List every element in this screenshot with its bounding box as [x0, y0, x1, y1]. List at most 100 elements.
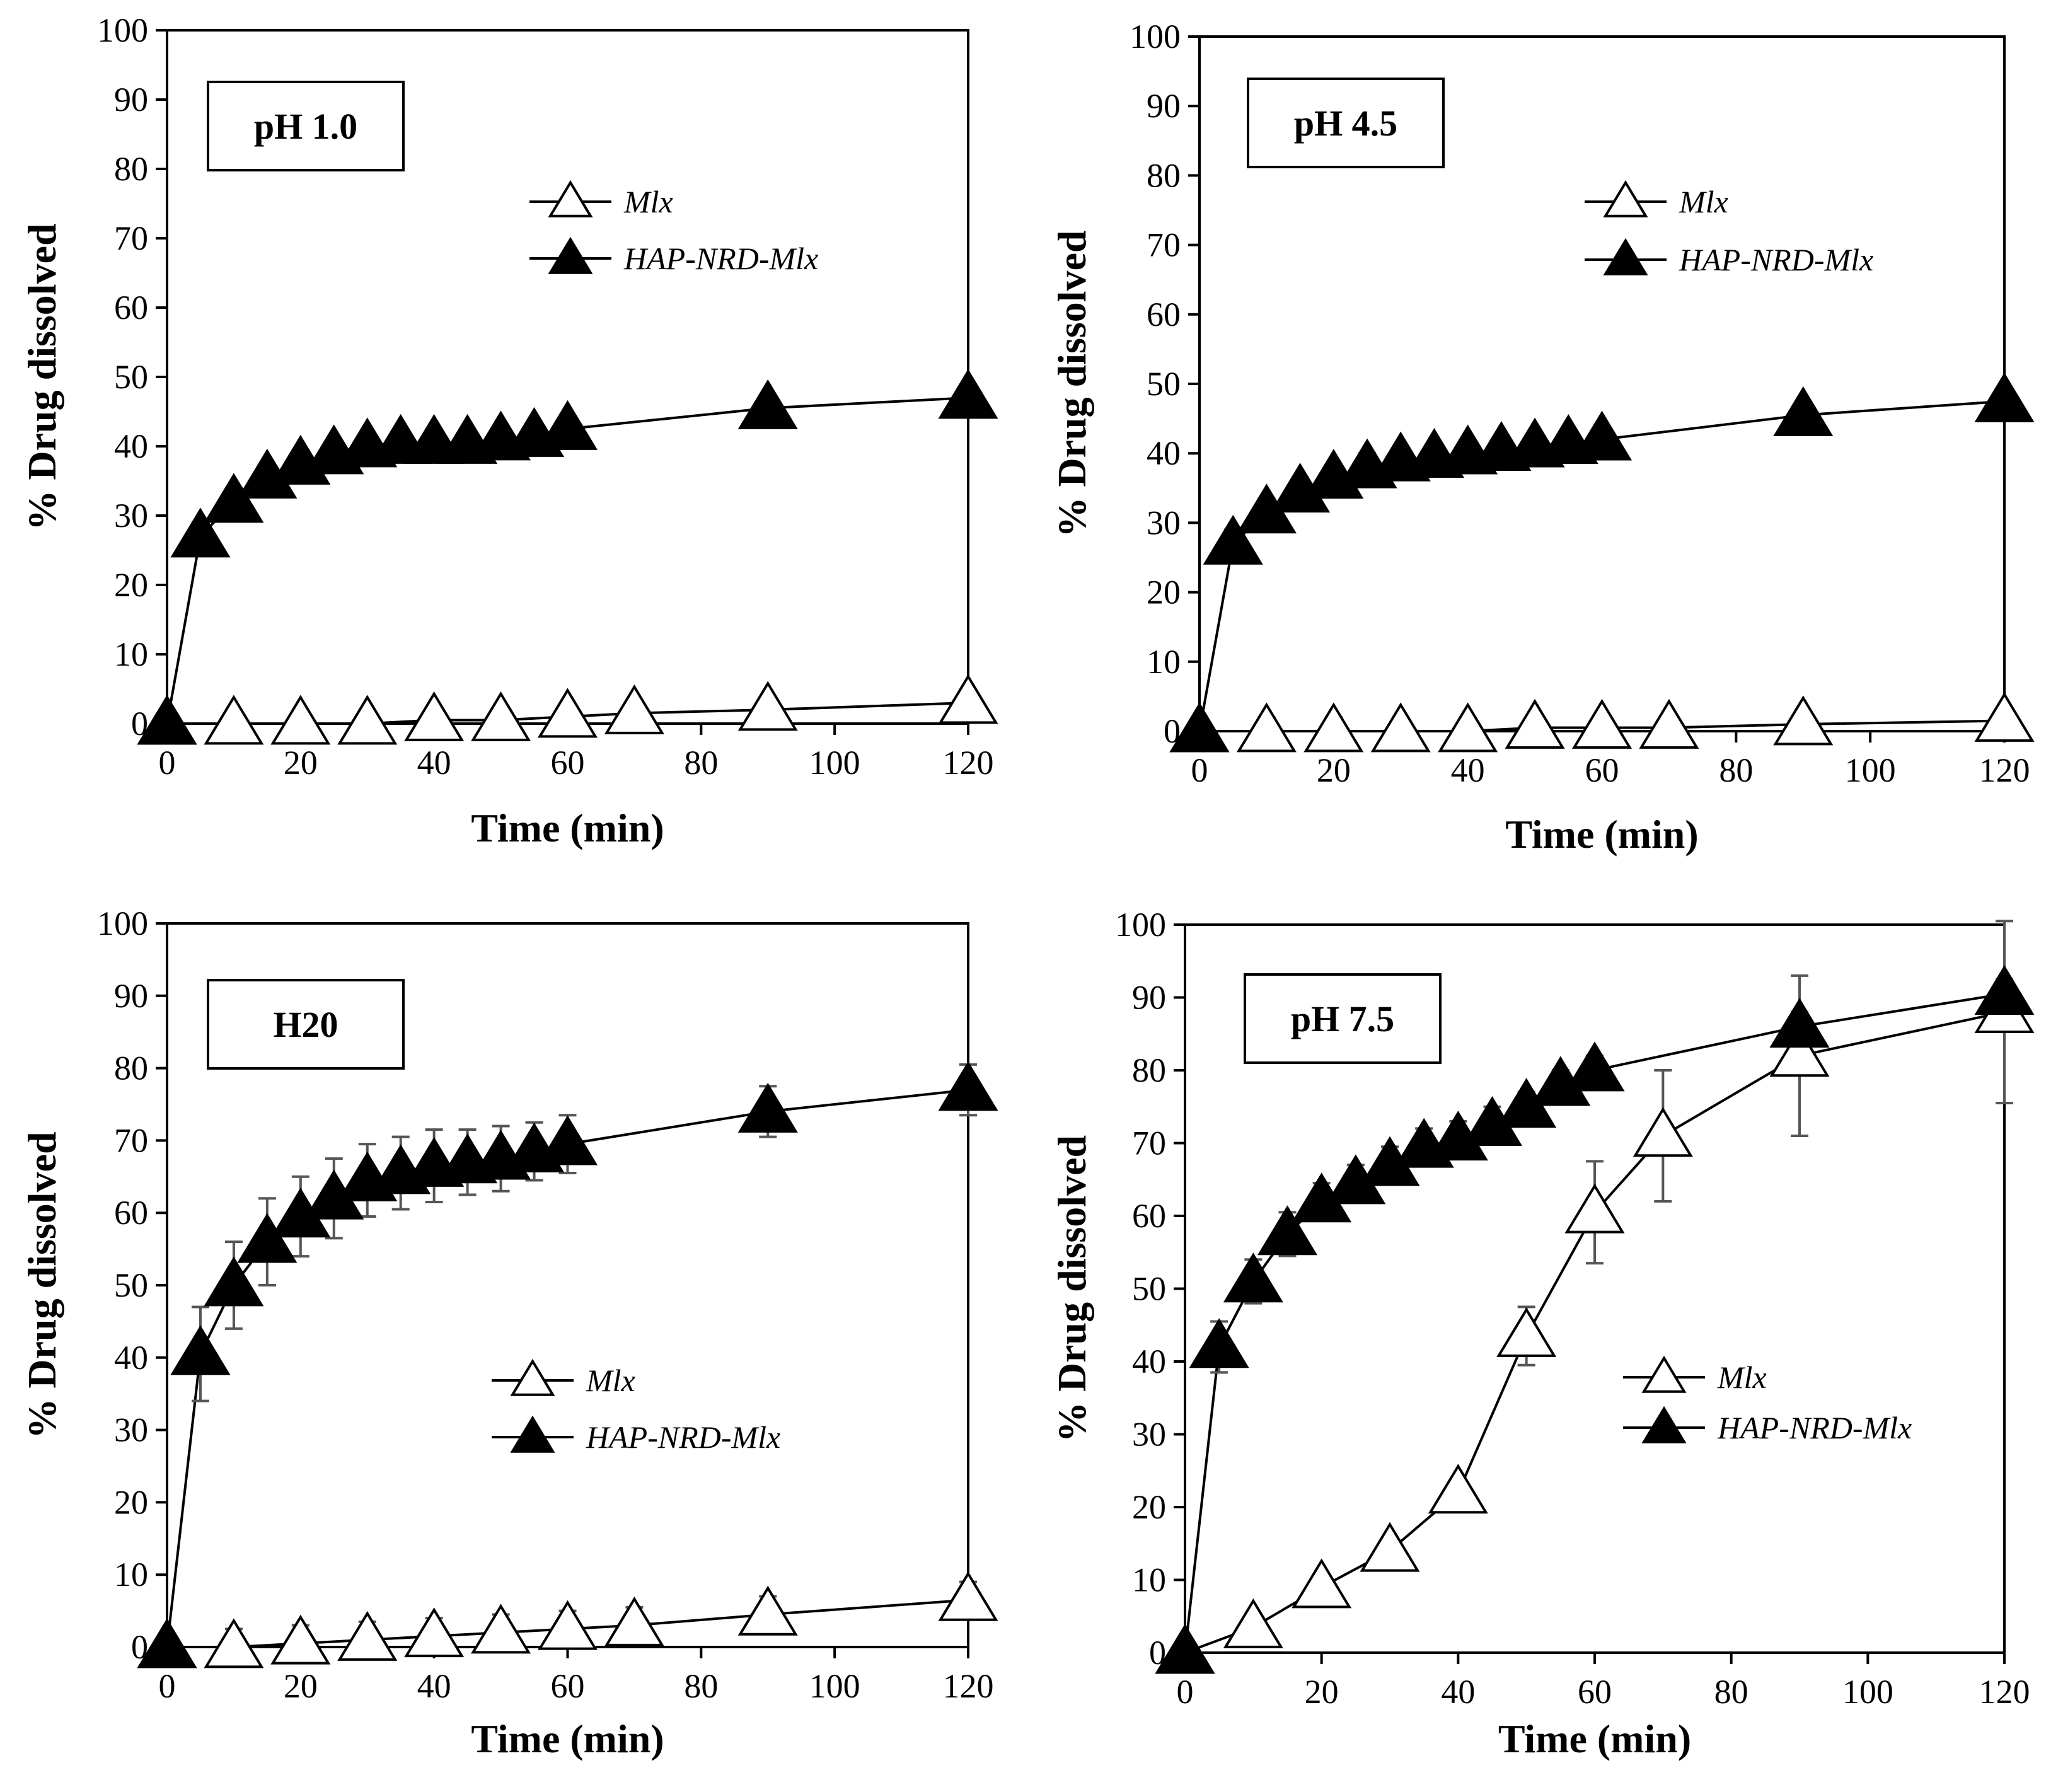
series-line [167, 702, 969, 725]
data-point [737, 379, 798, 429]
panel-label: pH 4.5 [1294, 103, 1397, 144]
legend-label: Mlx [1717, 1360, 1767, 1395]
y-tick-label: 90 [1132, 979, 1166, 1017]
y-tick-label: 30 [1147, 504, 1181, 541]
y-tick-label: 60 [1132, 1197, 1166, 1235]
data-point [471, 1604, 531, 1654]
y-tick-label: 40 [1132, 1343, 1166, 1380]
y-tick-label: 90 [114, 977, 148, 1015]
data-point [938, 674, 998, 724]
data-point [1505, 698, 1565, 749]
x-tick-label: 120 [943, 744, 994, 782]
series-Mlx [1169, 691, 2035, 753]
x-tick-label: 20 [284, 1667, 318, 1705]
x-tick-label: 80 [1714, 1673, 1748, 1711]
legend-marker [1641, 1355, 1687, 1393]
x-tick-label: 0 [159, 1667, 176, 1705]
y-tick-label: 40 [114, 1339, 148, 1377]
x-tick-label: 80 [684, 744, 718, 782]
y-axis-title: % Drug dissolved [20, 1131, 64, 1438]
x-tick-label: 0 [159, 744, 176, 782]
y-tick-label: 40 [114, 427, 148, 465]
legend-label: HAP-NRD-Mlx [623, 241, 818, 276]
x-tick-label: 40 [1441, 1673, 1475, 1711]
x-tick-label: 60 [1585, 751, 1619, 789]
y-tick-label: 80 [114, 1049, 148, 1087]
legend-label: Mlx [623, 184, 673, 219]
y-tick-label: 40 [1147, 434, 1181, 472]
data-point [737, 1082, 798, 1133]
data-point [137, 695, 197, 745]
data-point [737, 1585, 798, 1636]
data-point [170, 507, 231, 558]
data-point [1564, 1183, 1625, 1234]
y-tick-label: 50 [1147, 365, 1181, 403]
data-point [404, 1607, 465, 1658]
y-tick-label: 50 [114, 358, 148, 396]
data-point [204, 1618, 264, 1668]
panel-label: H20 [273, 1004, 338, 1045]
x-tick-label: 20 [1305, 1673, 1339, 1711]
legend-marker [548, 236, 593, 274]
data-point [1189, 1318, 1249, 1368]
data-point [337, 1610, 398, 1661]
data-point [237, 1213, 298, 1263]
y-tick-label: 10 [114, 635, 148, 673]
data-point [1257, 1205, 1318, 1256]
data-point [1303, 702, 1364, 753]
data-point [1223, 1252, 1283, 1303]
y-axis-title: % Drug dissolved [1049, 230, 1094, 537]
data-point [1633, 1107, 1693, 1157]
data-point [1769, 1027, 1830, 1077]
data-point [270, 1614, 331, 1665]
series-line [1184, 1010, 2005, 1654]
series-line [1184, 992, 2005, 1653]
y-tick-label: 80 [1147, 156, 1181, 194]
y-tick-label: 60 [114, 289, 148, 327]
data-point [1203, 514, 1263, 565]
data-point [471, 691, 531, 741]
y-tick-label: 10 [114, 1556, 148, 1593]
y-tick-label: 100 [97, 11, 148, 49]
data-point [1571, 410, 1633, 461]
y-tick-label: 20 [114, 566, 148, 604]
legend: Mlx HAP-NRD-Mlx [492, 1358, 780, 1455]
panel-label-box [1244, 973, 1442, 1064]
y-tick-label: 20 [114, 1483, 148, 1521]
y-tick-label: 80 [114, 150, 148, 188]
y-axis-title: % Drug dissolved [20, 223, 64, 530]
data-point [1438, 702, 1498, 753]
data-point [1773, 386, 1834, 436]
data-point [1360, 1522, 1420, 1572]
legend-label: Mlx [586, 1363, 635, 1398]
y-tick-label: 10 [1132, 1561, 1166, 1599]
y-tick-label: 60 [114, 1194, 148, 1232]
y-tick-label: 100 [1130, 18, 1181, 55]
data-point [938, 1061, 998, 1111]
y-tick-label: 70 [114, 1121, 148, 1159]
legend-label: HAP-NRD-Mlx [586, 1419, 780, 1455]
series-Mlx [137, 1571, 998, 1668]
x-tick-label: 40 [1451, 751, 1485, 789]
legend: Mlx HAP-NRD-Mlx [1623, 1355, 1912, 1445]
series-line [1199, 719, 2005, 732]
data-point [1496, 1307, 1557, 1357]
x-axis-title: Time (min) [1498, 1716, 1691, 1761]
data-point [1428, 1464, 1488, 1514]
legend-marker [1603, 180, 1648, 217]
panel-label: pH 7.5 [1291, 998, 1394, 1039]
data-point [204, 1256, 264, 1307]
series-HAP-NRD-Mlx [137, 369, 998, 745]
data-point [737, 681, 798, 731]
series-HAP-NRD-Mlx [1169, 372, 2035, 753]
data-point [537, 688, 598, 738]
data-point [170, 1325, 231, 1375]
data-point [204, 695, 264, 745]
legend-label: HAP-NRD-Mlx [1679, 242, 1873, 277]
panel-label-box [207, 979, 405, 1070]
data-point [938, 369, 998, 419]
x-tick-label: 60 [1578, 1673, 1612, 1711]
